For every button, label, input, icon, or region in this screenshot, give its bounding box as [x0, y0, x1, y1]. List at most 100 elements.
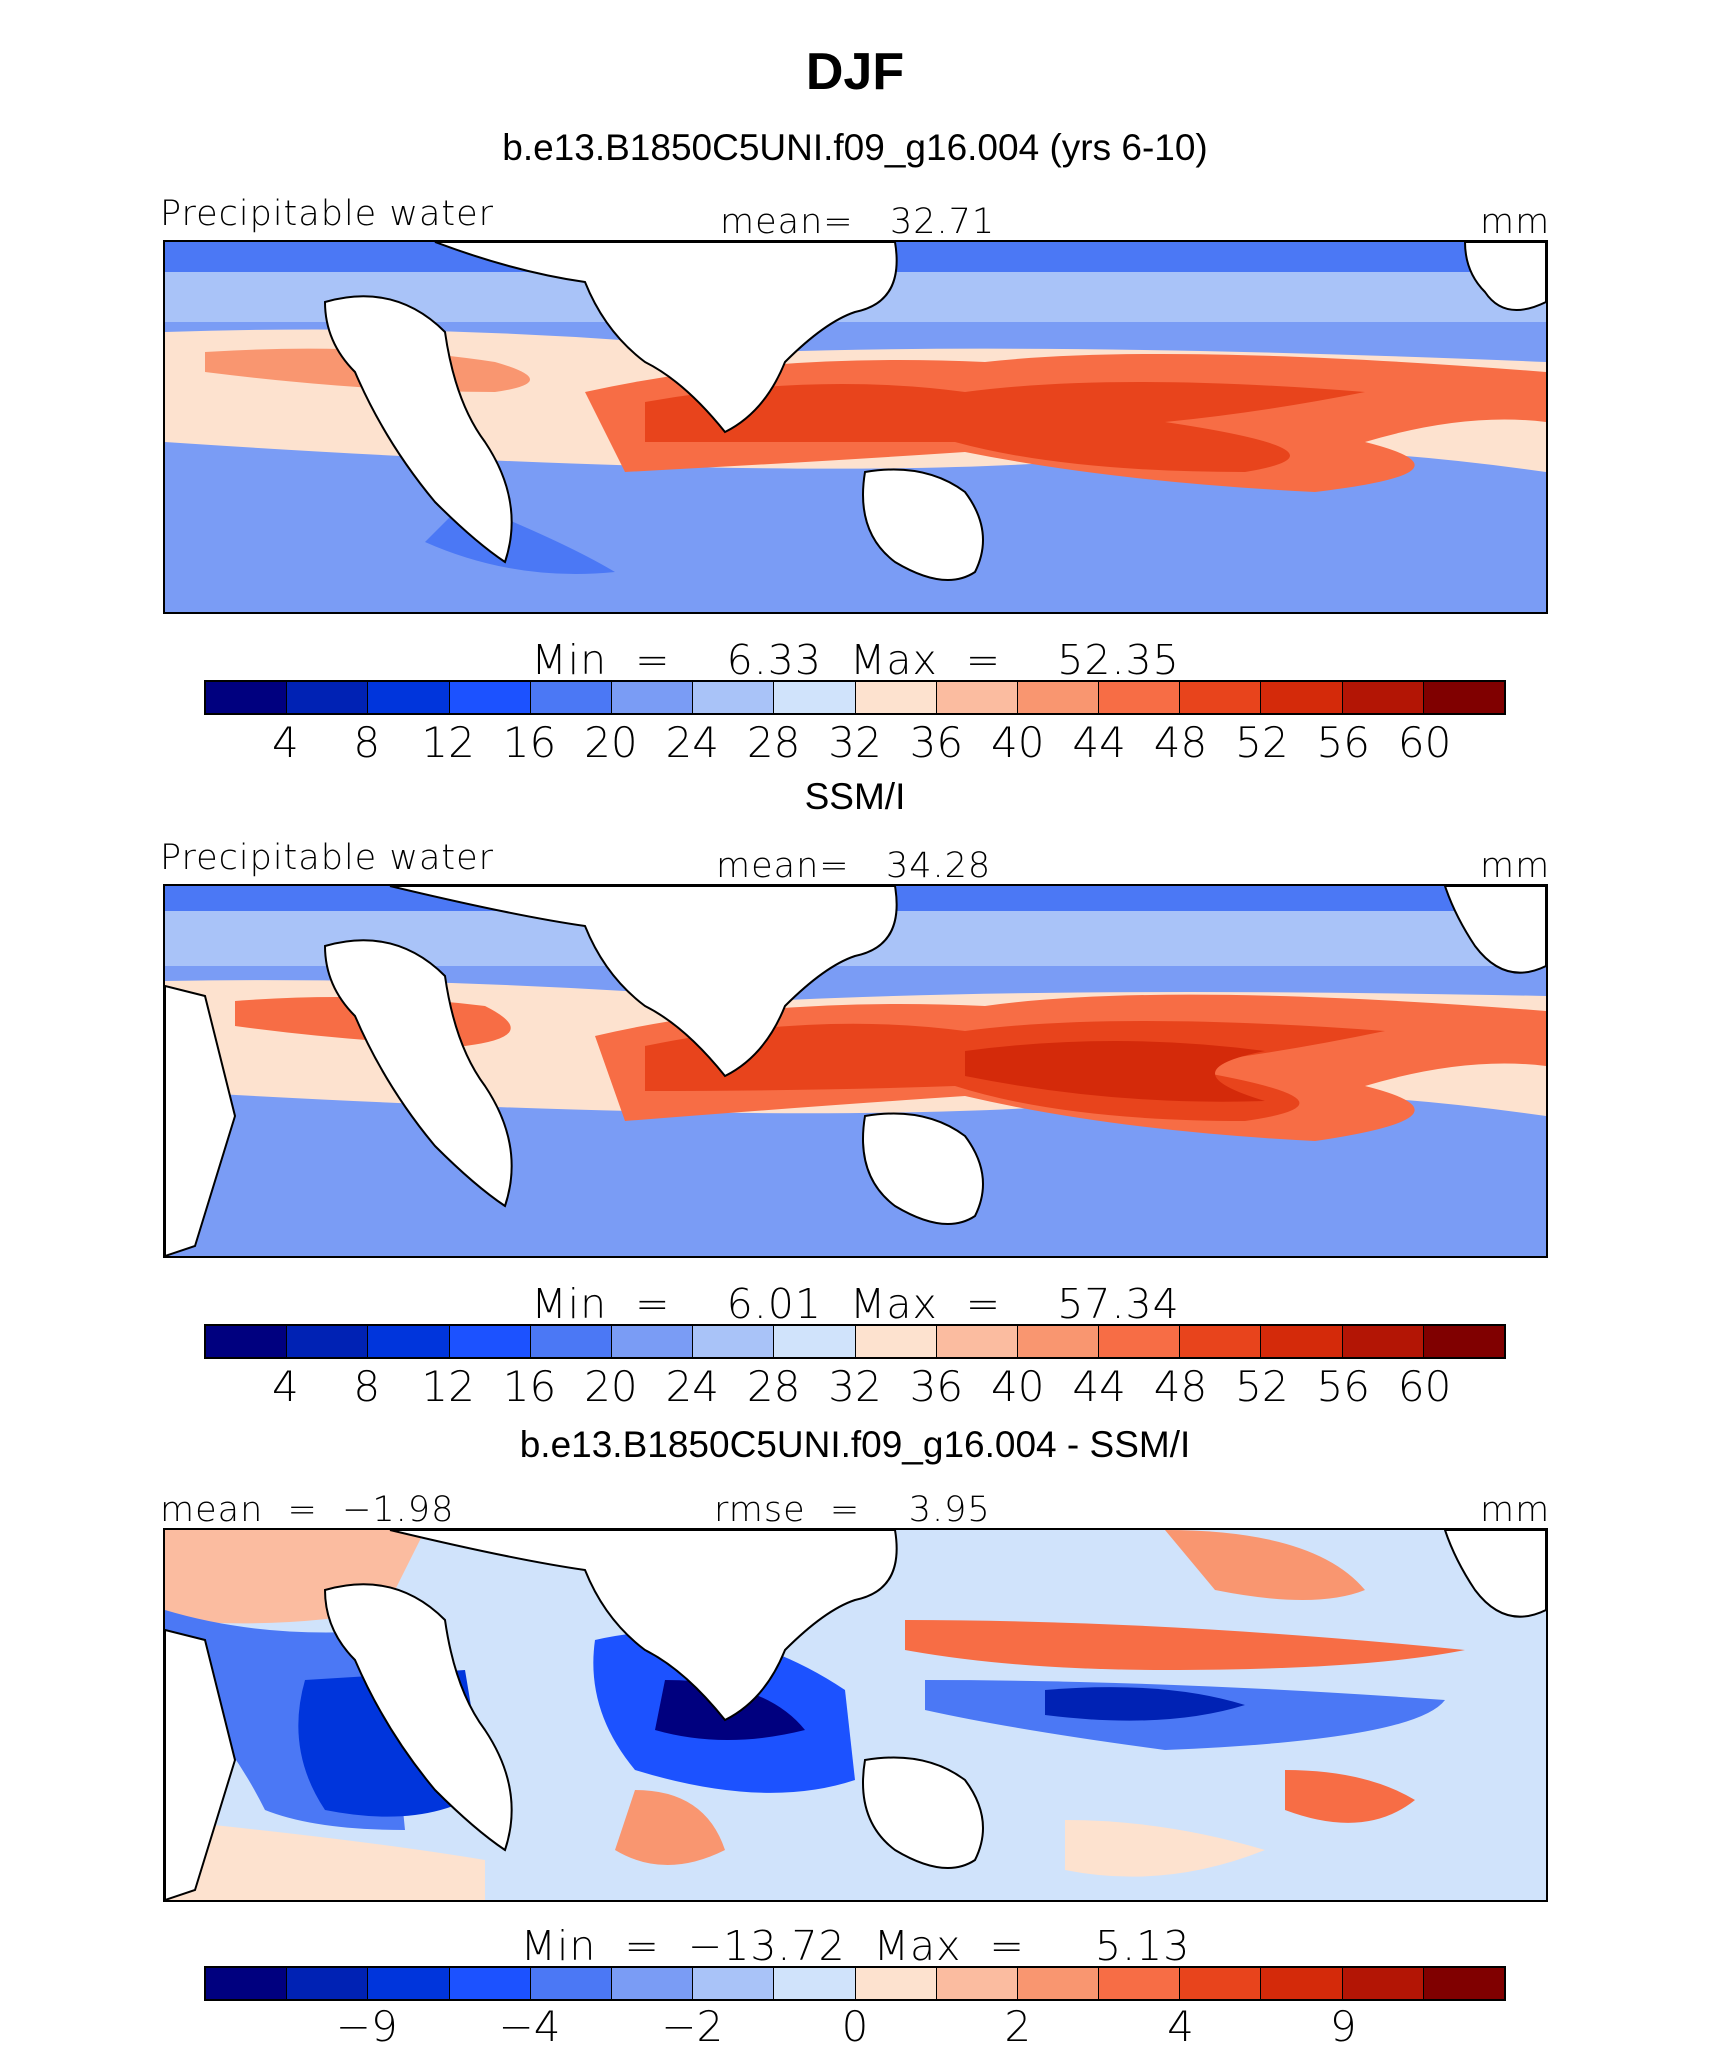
colorbar-swatch [611, 1326, 694, 1357]
panel3-rmse-label: rmse = 3.95 [714, 1490, 991, 1530]
panel2-units-label: mm [1480, 846, 1551, 886]
colorbar-swatch [1180, 682, 1262, 713]
colorbar-swatch [530, 1968, 612, 1999]
panel1-colorbar [204, 680, 1506, 715]
colorbar-swatch [449, 682, 531, 713]
colorbar-swatch [1423, 682, 1504, 713]
colorbar-tick-label: 4 [272, 1362, 299, 1411]
colorbar-swatch [611, 1968, 694, 1999]
colorbar-swatch [936, 682, 1018, 713]
panel2-map [163, 884, 1548, 1258]
panel1-mean-label: mean= 32.71 [720, 202, 996, 242]
panel2-subtitle: SSM/I [804, 776, 906, 817]
colorbar-tick-label: 24 [665, 1362, 719, 1411]
colorbar-tick-label: 56 [1316, 718, 1370, 767]
colorbar-tick-label: 60 [1397, 718, 1452, 767]
colorbar-tick-label: 36 [909, 1362, 964, 1411]
panel1-contour-field [165, 242, 1546, 612]
panel2-contour-field [165, 886, 1546, 1256]
colorbar-swatch [1099, 682, 1181, 713]
colorbar-swatch [368, 682, 450, 713]
colorbar-tick-label: 28 [746, 718, 801, 767]
colorbar-tick-label: 28 [746, 1362, 801, 1411]
figure-title: DJF [805, 43, 905, 101]
colorbar-swatch [449, 1968, 531, 1999]
colorbar-tick-label: 56 [1316, 1362, 1370, 1411]
colorbar-swatch [1180, 1326, 1262, 1357]
colorbar-tick-label: −9 [335, 2002, 398, 2051]
colorbar-tick-label: 40 [991, 1362, 1045, 1411]
colorbar-swatch [368, 1326, 450, 1357]
colorbar-swatch [855, 1968, 937, 1999]
panel2-mean-label: mean= 34.28 [716, 846, 992, 886]
colorbar-swatch [611, 682, 694, 713]
colorbar-tick-label: 0 [841, 2002, 869, 2051]
colorbar-tick-label: 32 [828, 718, 882, 767]
colorbar-swatch [1423, 1326, 1504, 1357]
colorbar-tick-label: 32 [828, 1362, 882, 1411]
colorbar-swatch [1099, 1968, 1181, 1999]
colorbar-tick-label: 20 [584, 718, 638, 767]
colorbar-tick-label: 4 [272, 718, 299, 767]
colorbar-swatch [206, 682, 288, 713]
colorbar-swatch [774, 1968, 856, 1999]
panel2-colorbar [204, 1324, 1506, 1359]
colorbar-swatch [936, 1968, 1018, 1999]
colorbar-swatch [855, 682, 937, 713]
colorbar-tick-label: 48 [1153, 718, 1208, 767]
colorbar-tick-label: 16 [502, 718, 557, 767]
colorbar-swatch [855, 1326, 937, 1357]
colorbar-tick-label: 2 [1004, 2002, 1032, 2051]
colorbar-swatch [1423, 1968, 1504, 1999]
panel3-colorbar [204, 1966, 1506, 2001]
colorbar-swatch [774, 682, 856, 713]
panel1-min-max: Min = 6.33 Max = 52.35 [531, 636, 1180, 684]
panel3-map [163, 1528, 1548, 1902]
colorbar-swatch [287, 1968, 369, 1999]
panel3-mean-label: mean = −1.98 [160, 1490, 455, 1530]
panel2-min-max: Min = 6.01 Max = 57.34 [531, 1280, 1180, 1328]
panel1-variable-label: Precipitable water [160, 194, 495, 234]
panel3-difference-field [165, 1530, 1546, 1900]
panel3-subtitle: b.e13.B1850C5UNI.f09_g16.004 - SSM/I [519, 1424, 1191, 1465]
panel3-min-max: Min = −13.72 Max = 5.13 [520, 1922, 1191, 1970]
colorbar-swatch [1342, 1968, 1424, 1999]
panel3-colorbar-ticks: −9 −4 −2 0 2 4 9 [204, 2002, 1506, 2051]
panel3-units-label: mm [1480, 1490, 1551, 1530]
colorbar-swatch [368, 1968, 450, 1999]
colorbar-swatch [936, 1326, 1018, 1357]
colorbar-tick-label: 44 [1072, 1362, 1126, 1411]
colorbar-swatch [693, 682, 775, 713]
colorbar-swatch [693, 1968, 775, 1999]
colorbar-tick-label: 9 [1329, 2002, 1357, 2051]
colorbar-swatch [1017, 1968, 1100, 1999]
colorbar-swatch [1017, 682, 1100, 713]
colorbar-tick-label: 8 [353, 718, 381, 767]
colorbar-swatch [1099, 1326, 1181, 1357]
panel1-map [163, 240, 1548, 614]
panel1-units-label: mm [1480, 202, 1551, 242]
colorbar-swatch [1261, 682, 1343, 713]
colorbar-tick-label: 52 [1235, 718, 1289, 767]
colorbar-tick-label: −4 [498, 2002, 561, 2051]
colorbar-tick-label: 36 [909, 718, 964, 767]
colorbar-tick-label: 12 [421, 1362, 475, 1411]
colorbar-swatch [1261, 1968, 1343, 1999]
colorbar-tick-label: 40 [991, 718, 1045, 767]
colorbar-swatch [1180, 1968, 1262, 1999]
colorbar-tick-label: 4 [1167, 2002, 1194, 2051]
colorbar-swatch [206, 1968, 288, 1999]
colorbar-tick-label: 12 [421, 718, 475, 767]
colorbar-tick-label: −2 [661, 2002, 724, 2051]
colorbar-swatch [774, 1326, 856, 1357]
colorbar-swatch [1261, 1326, 1343, 1357]
colorbar-tick-label: 8 [353, 1362, 381, 1411]
panel1-colorbar-ticks: 4 8 12 16 20 24 28 32 36 40 44 48 52 56 … [204, 718, 1506, 768]
colorbar-tick-label: 52 [1235, 1362, 1289, 1411]
colorbar-tick-label: 48 [1153, 1362, 1208, 1411]
colorbar-tick-label: 20 [584, 1362, 638, 1411]
colorbar-tick-label: 24 [665, 718, 719, 767]
colorbar-swatch [206, 1326, 288, 1357]
colorbar-swatch [287, 1326, 369, 1357]
panel2-variable-label: Precipitable water [160, 838, 495, 878]
